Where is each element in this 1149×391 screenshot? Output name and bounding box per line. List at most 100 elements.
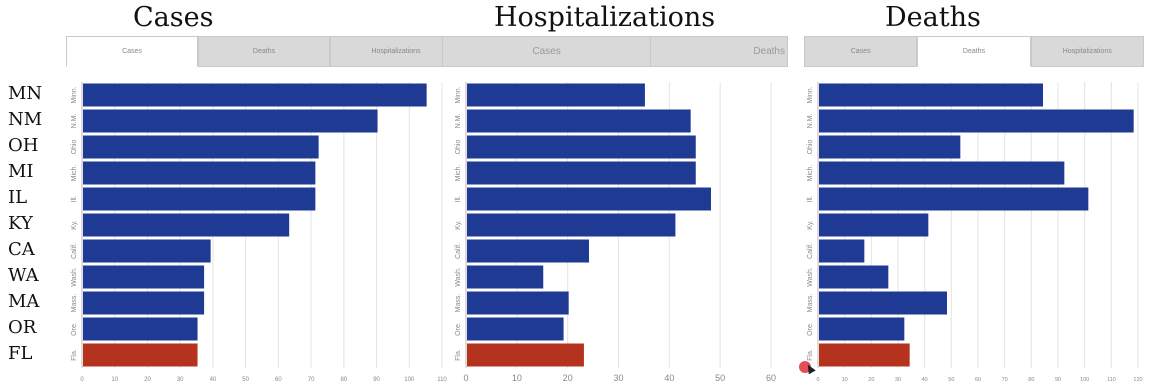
x-tick-label: 70 xyxy=(308,377,315,383)
cases-header: Cases xyxy=(133,2,214,33)
bar-calif xyxy=(467,239,589,263)
y-tick-label: Fla. xyxy=(807,349,814,361)
panel2-tabs: Cases Deaths xyxy=(442,36,788,67)
y-tick-label: N.M. xyxy=(807,114,814,129)
y-tick-label: N.M. xyxy=(71,114,78,129)
tab-cases[interactable]: Cases xyxy=(804,36,918,67)
x-tick-label: 40 xyxy=(922,377,928,383)
y-tick-label: Ky. xyxy=(807,220,814,230)
tab-deaths[interactable]: Deaths xyxy=(917,36,1031,67)
state-label-or: OR xyxy=(8,317,37,338)
y-tick-label: Ill. xyxy=(71,195,78,202)
x-tick-label: 10 xyxy=(512,373,522,383)
hospitalizations-header: Hospitalizations xyxy=(494,2,716,33)
bar-mich xyxy=(819,161,1065,185)
x-tick-label: 20 xyxy=(563,373,573,383)
bar-nm xyxy=(83,109,378,133)
bar-ill xyxy=(467,187,711,211)
bar-ill xyxy=(819,187,1089,211)
tab-deaths[interactable]: Deaths xyxy=(198,36,330,67)
x-tick-label: 10 xyxy=(842,377,848,383)
x-tick-label: 60 xyxy=(766,373,776,383)
state-label-oh: OH xyxy=(8,135,39,156)
bar-mich xyxy=(467,161,696,185)
y-tick-label: Wash. xyxy=(71,267,78,287)
x-tick-label: 90 xyxy=(1055,377,1061,383)
bar-ohio xyxy=(467,135,696,159)
y-tick-label: Ill. xyxy=(455,195,462,202)
x-tick-label: 70 xyxy=(1002,377,1008,383)
y-tick-label: Minn. xyxy=(455,86,462,103)
bar-ore xyxy=(467,317,564,341)
x-tick-label: 80 xyxy=(340,377,347,383)
bar-ky xyxy=(467,213,676,237)
bar-minn xyxy=(819,83,1043,107)
bar-nm xyxy=(819,109,1134,133)
state-label-ky: KY xyxy=(8,213,33,234)
x-tick-label: 0 xyxy=(80,377,84,383)
y-tick-label: Ohio xyxy=(807,140,814,155)
y-tick-label: Fla. xyxy=(71,349,78,361)
y-tick-label: Minn. xyxy=(807,86,814,103)
bar-mich xyxy=(83,161,316,185)
x-tick-label: 0 xyxy=(463,373,468,383)
x-tick-label: 110 xyxy=(437,377,447,383)
x-tick-label: 30 xyxy=(613,373,623,383)
y-tick-label: Wash. xyxy=(455,267,462,287)
y-tick-label: Calif. xyxy=(455,243,462,259)
y-tick-label: Mass. xyxy=(455,294,462,313)
bar-ore xyxy=(83,317,198,341)
state-label-ca: CA xyxy=(8,239,35,260)
y-tick-label: Ore. xyxy=(807,322,814,336)
bar-fla xyxy=(83,343,198,367)
y-tick-label: Ky. xyxy=(455,220,462,230)
y-tick-label: Ore. xyxy=(71,322,78,336)
panel3-tabs: Cases Deaths Hospitalizations xyxy=(804,36,1144,67)
y-tick-label: Wash. xyxy=(807,267,814,287)
hospitalizations-chart: 0 10 20 30 40 50 60 Minn. N.M. Ohio Mich. Ill. Ky. Ca… xyxy=(455,82,776,383)
bar-mass xyxy=(467,291,569,315)
x-tick-label: 60 xyxy=(275,377,282,383)
bar-ohio xyxy=(819,135,961,159)
y-tick-label: Calif. xyxy=(807,243,814,259)
y-tick-label: Mass. xyxy=(807,294,814,313)
deaths-header: Deaths xyxy=(885,2,981,33)
x-tick-label: 50 xyxy=(715,373,725,383)
x-tick-label: 20 xyxy=(144,377,151,383)
bar-ky xyxy=(83,213,290,237)
bar-minn xyxy=(83,83,427,107)
panel1-tabs: Cases Deaths Hospitalizations xyxy=(66,36,462,67)
y-tick-label: Ill. xyxy=(807,195,814,202)
y-tick-label: Mich. xyxy=(71,165,78,182)
x-tick-label: 20 xyxy=(868,377,874,383)
bar-nm xyxy=(467,109,691,133)
y-tick-label: Ore. xyxy=(455,322,462,336)
bar-fla xyxy=(467,343,584,367)
tab-hospitalizations[interactable]: Hospitalizations xyxy=(1030,36,1144,67)
state-label-fl: FL xyxy=(8,343,33,364)
tab-cases[interactable]: Cases xyxy=(442,36,652,67)
bar-wash xyxy=(83,265,205,289)
bar-ill xyxy=(83,187,316,211)
deaths-chart: 0 10 20 30 40 50 60 70 80 90 100 110 120 Minn. N.M. Ohi… xyxy=(807,82,1143,383)
bar-minn xyxy=(467,83,645,107)
y-tick-label: Ky. xyxy=(71,220,78,230)
bar-mass xyxy=(819,291,947,315)
state-label-il: IL xyxy=(8,187,28,208)
bar-calif xyxy=(819,239,865,263)
y-tick-label: Minn. xyxy=(71,86,78,103)
y-tick-label: Fla. xyxy=(455,349,462,361)
bar-mass xyxy=(83,291,205,315)
x-tick-label: 50 xyxy=(948,377,954,383)
x-tick-label: 60 xyxy=(975,377,981,383)
tab-deaths[interactable]: Deaths xyxy=(651,36,788,67)
y-tick-label: Mass. xyxy=(71,294,78,313)
y-tick-label: Ohio xyxy=(455,140,462,155)
state-label-mi: MI xyxy=(8,161,34,182)
x-tick-label: 40 xyxy=(210,377,217,383)
bar-ky xyxy=(819,213,929,237)
x-tick-label: 30 xyxy=(177,377,184,383)
bar-ohio xyxy=(83,135,319,159)
cases-chart: 0 10 20 30 40 50 60 70 80 90 100 110 Minn. N.M. Ohio Mi… xyxy=(71,82,447,383)
tab-cases[interactable]: Cases xyxy=(66,36,198,67)
